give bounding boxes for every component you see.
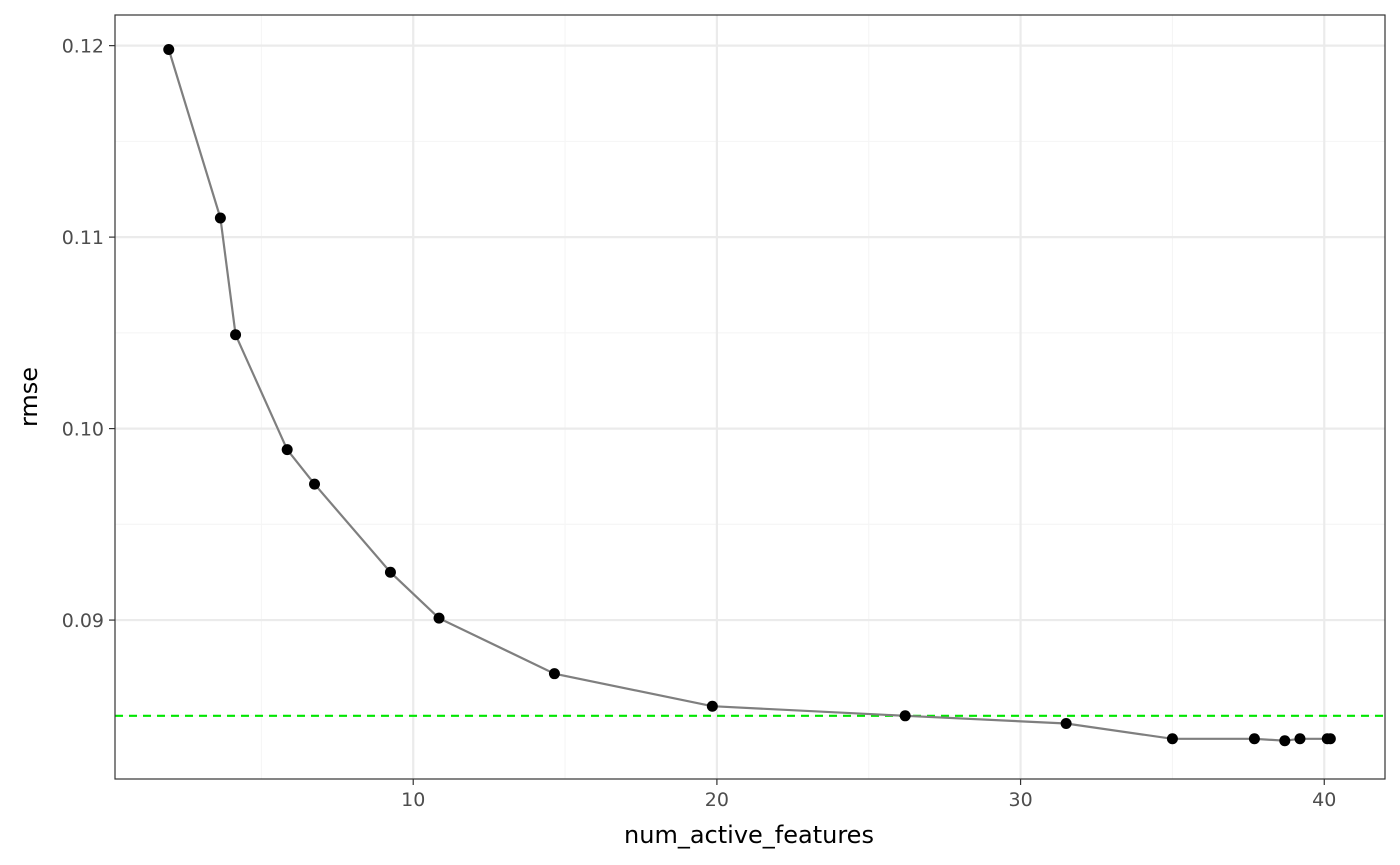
y-tick-label: 0.11 xyxy=(62,227,104,249)
data-point xyxy=(1294,733,1306,745)
x-axis-title: num_active_features xyxy=(624,821,874,849)
data-point xyxy=(706,700,718,712)
data-point xyxy=(1279,735,1291,747)
y-axis-ticks: 0.09 0.10 0.11 0.12 xyxy=(62,36,115,632)
data-point xyxy=(281,444,293,456)
data-point xyxy=(230,329,242,341)
y-tick-label: 0.10 xyxy=(62,419,104,441)
data-point xyxy=(163,43,175,55)
x-axis-ticks: 10 20 30 40 xyxy=(401,779,1336,811)
y-tick-label: 0.09 xyxy=(62,610,104,632)
data-point xyxy=(433,612,445,624)
data-point xyxy=(384,566,396,578)
x-tick-label: 10 xyxy=(401,789,425,811)
major-gridlines xyxy=(115,15,1385,779)
data-point xyxy=(1060,717,1072,729)
y-tick-label: 0.12 xyxy=(62,36,104,58)
data-point xyxy=(1324,733,1336,745)
panel-border xyxy=(114,14,1386,780)
data-point xyxy=(1166,733,1178,745)
x-tick-label: 30 xyxy=(1008,789,1032,811)
data-point xyxy=(548,668,560,680)
data-point xyxy=(899,710,911,722)
x-tick-label: 20 xyxy=(705,789,729,811)
data-point xyxy=(1248,733,1260,745)
data-point xyxy=(309,478,321,490)
data-points xyxy=(163,43,1336,747)
y-axis-title: rmse xyxy=(15,367,43,427)
data-point xyxy=(214,212,226,224)
x-tick-label: 40 xyxy=(1312,789,1336,811)
